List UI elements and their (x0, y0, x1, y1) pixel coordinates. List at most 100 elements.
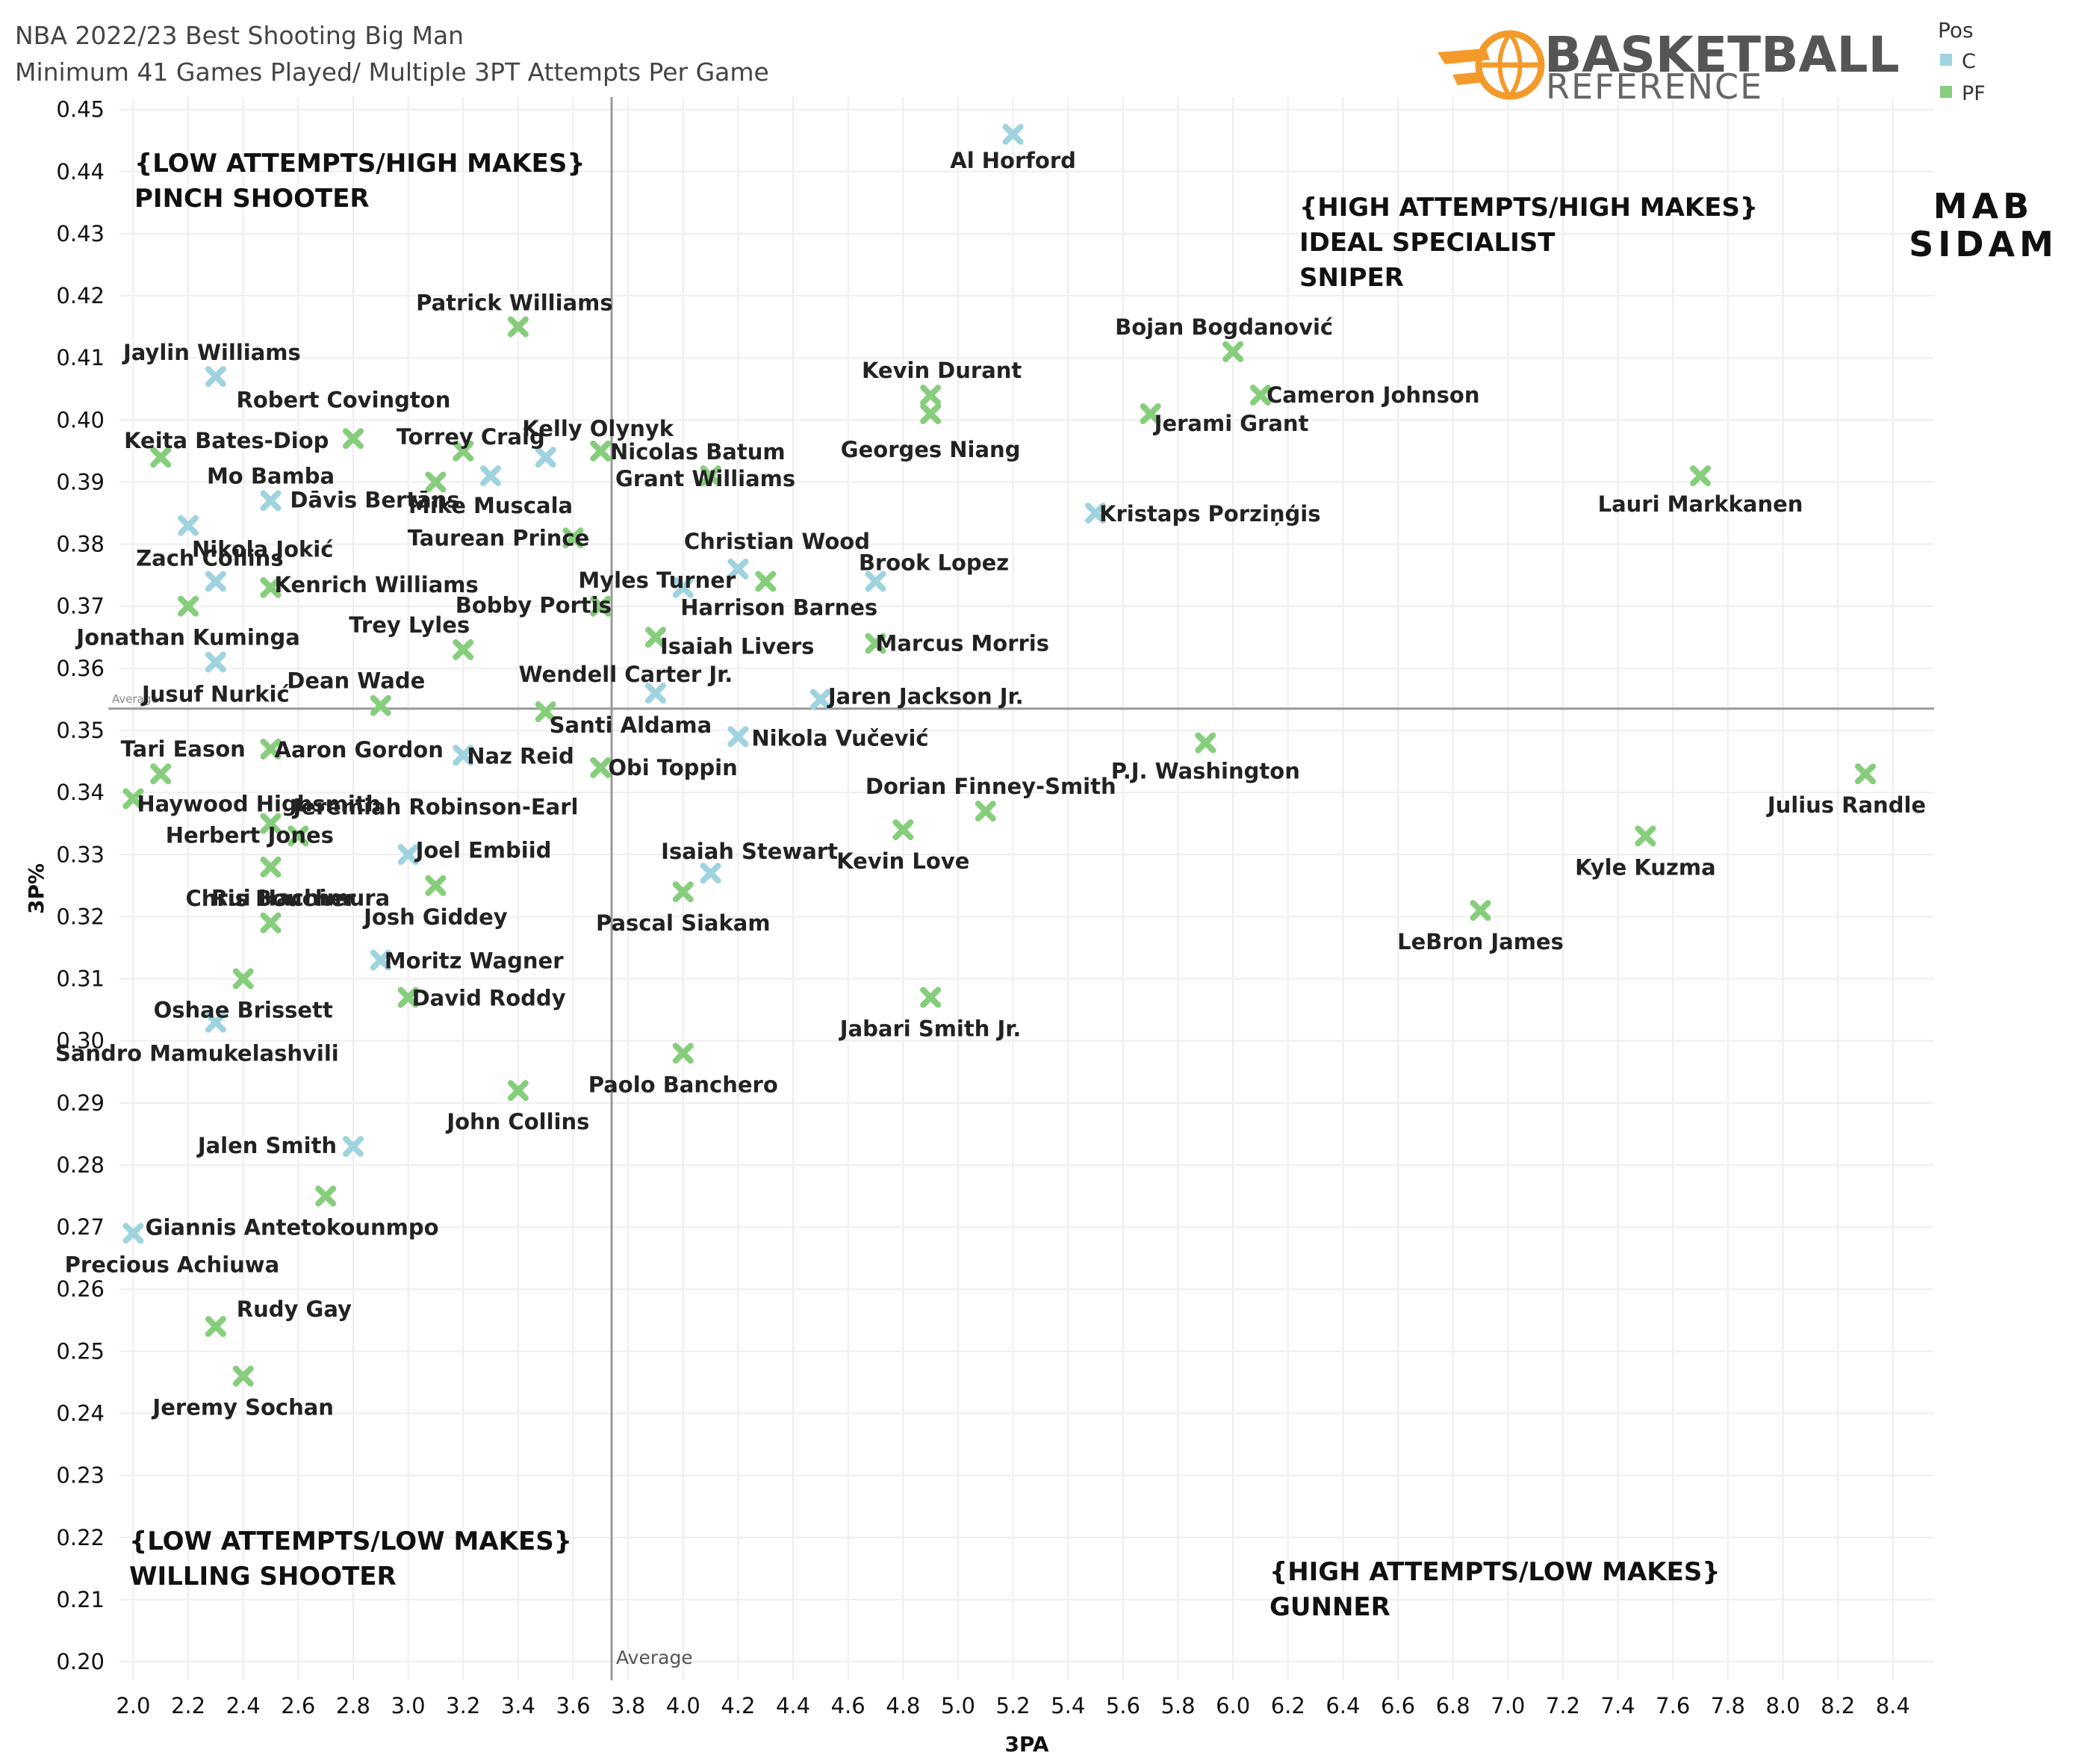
legend-label-pf: PF (1962, 82, 1986, 105)
point-marker-pf (342, 428, 364, 450)
point-marker-c (535, 447, 556, 468)
quadrant-bottom-left-text: WILLING SHOOTER (129, 1562, 397, 1591)
data-point (205, 1316, 226, 1338)
chart-subtitle: Minimum 41 Games Played/ Multiple 3PT At… (15, 58, 769, 87)
y-tick-label: 0.25 (56, 1338, 105, 1364)
data-point (644, 627, 666, 648)
x-tick-label: 8.0 (1765, 1693, 1800, 1718)
y-tick-label: 0.30 (56, 1028, 105, 1054)
data-point (260, 490, 282, 512)
x-tick-label: 3.8 (611, 1693, 645, 1718)
x-tick-label: 4.4 (776, 1693, 810, 1718)
point-label: Kyle Kuzma (1575, 854, 1716, 880)
data-point (178, 515, 199, 536)
point-label: Robert Covington (237, 387, 451, 412)
x-tick-label: 4.0 (666, 1693, 700, 1718)
point-label: Rui Hachimura (211, 886, 390, 911)
point-marker-pf (590, 757, 612, 778)
point-label: Pascal Siakam (596, 910, 771, 936)
data-point (1854, 763, 1876, 785)
point-label: Bobby Portis (456, 593, 612, 618)
y-tick-label: 0.24 (56, 1401, 105, 1426)
point-marker-pf (920, 987, 942, 1008)
data-point (920, 385, 942, 406)
data-point (1222, 341, 1244, 362)
x-tick-label: 7.2 (1546, 1693, 1580, 1718)
data-point (122, 788, 144, 810)
point-label: Taurean Prince (408, 525, 590, 550)
point-label: Patrick Williams (416, 291, 613, 316)
point-marker-c (122, 1223, 144, 1244)
quadrant-top-right-text: SNIPER (1299, 263, 1404, 293)
quadrant-annotations: {LOW ATTEMPTS/HIGH MAKES} PINCH SHOOTER {H… (129, 149, 1758, 1622)
point-marker-pf (507, 316, 529, 338)
y-tick-label: 0.33 (56, 842, 105, 867)
point-marker-c (178, 515, 199, 536)
y-tick-label: 0.22 (56, 1525, 105, 1550)
point-label: Torrey Craig (397, 424, 545, 450)
point-label: Jeremiah Robinson-Earl (292, 795, 579, 820)
point-marker-pf (1222, 341, 1244, 362)
point-label: Zach Collins (136, 545, 283, 571)
point-marker-c (205, 571, 226, 592)
x-tick-label: 6.6 (1381, 1693, 1415, 1718)
point-marker-pf (562, 527, 584, 549)
point-marker-pf (672, 881, 694, 903)
data-point (809, 689, 831, 710)
quadrant-top-left-text: {LOW ATTEMPTS/HIGH MAKES} (134, 149, 585, 178)
data-point (590, 757, 612, 778)
data-point (865, 633, 886, 654)
point-label: Tari Eason (121, 736, 246, 762)
data-point (370, 949, 391, 971)
data-point (122, 1223, 144, 1244)
point-label: John Collins (445, 1109, 589, 1134)
data-points (122, 123, 1876, 1387)
data-point (205, 651, 226, 673)
y-tick-label: 0.23 (56, 1463, 105, 1488)
brand-logo-line1: BASKETBALL (1544, 26, 1900, 84)
x-tick-label: 2.4 (226, 1693, 261, 1718)
point-marker-pf (397, 987, 419, 1008)
data-point (150, 763, 172, 785)
point-label: Grant Williams (615, 466, 795, 491)
point-marker-pf (260, 813, 282, 834)
point-marker-pf (975, 801, 996, 822)
x-tick-label: 3.2 (446, 1693, 480, 1718)
x-tick-label: 3.0 (391, 1693, 426, 1718)
legend-swatch-c (1940, 54, 1952, 66)
point-marker-pf (644, 627, 666, 648)
point-label: P.J. Washington (1111, 759, 1300, 784)
data-point (397, 844, 419, 866)
point-label: Mike Muscala (408, 493, 573, 518)
data-point (1085, 503, 1107, 524)
point-label: Al Horford (950, 148, 1076, 173)
data-point (260, 813, 282, 834)
point-label: Jeremy Sochan (151, 1395, 334, 1420)
legend-title: Pos (1938, 18, 1974, 43)
point-label: Wendell Carter Jr. (519, 662, 733, 687)
data-point (205, 366, 226, 388)
point-marker-pf (1249, 385, 1271, 406)
point-label: Kevin Durant (862, 358, 1022, 383)
x-average-label: Average (616, 1647, 693, 1668)
point-marker-c (205, 366, 226, 388)
x-tick-label: 6.8 (1436, 1693, 1470, 1718)
brand-logo: BASKETBALL REFERENCE (1438, 26, 1900, 107)
point-label: Precious Achiuwa (65, 1252, 280, 1277)
point-labels: Al Horford Patrick Williams Bojan Bogdanov… (55, 148, 1926, 1420)
point-marker-pf (700, 465, 721, 487)
point-label: Georges Niang (841, 437, 1021, 462)
data-point (425, 875, 447, 896)
quadrant-bottom-right-text: {HIGH ATTEMPTS/LOW MAKES} (1269, 1557, 1721, 1587)
point-marker-c (809, 689, 831, 710)
data-point (727, 558, 749, 580)
x-tick-label: 5.6 (1106, 1693, 1140, 1718)
x-tick-label: 8.4 (1876, 1693, 1910, 1718)
y-tick-label: 0.43 (56, 221, 105, 246)
y-tick-label: 0.32 (56, 904, 105, 929)
data-point (1249, 385, 1271, 406)
point-marker-pf (150, 447, 172, 468)
point-marker-c (453, 745, 474, 766)
data-point (205, 571, 226, 592)
